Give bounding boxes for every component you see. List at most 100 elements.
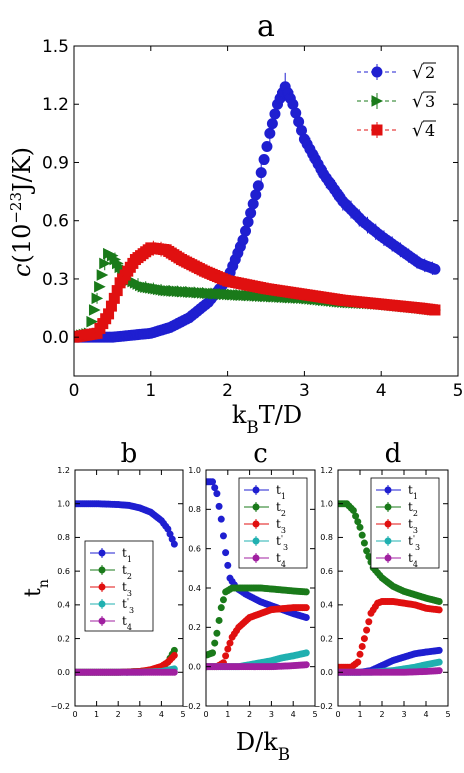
legend-box [84,540,154,632]
x-tick-label: 4 [376,381,387,401]
legend-label-text: 3 [425,92,435,111]
legend-label: t'3 [122,597,134,615]
legend-label: t4 [276,551,286,569]
data-point [170,540,178,548]
y-tick-label: 1.0 [57,500,70,509]
y-tick-label: 0.4 [57,601,70,610]
y-tick-label: −0.2 [314,702,333,711]
panel-title: c [253,439,268,469]
data-point [302,604,310,612]
y-tick-label: 1.5 [42,37,69,57]
legend-label: √ 4 [412,120,436,141]
plot-area [74,72,442,343]
data-point [215,616,223,624]
data-point [217,604,225,612]
panel-d: 0 1 2 3 4 5−0.20.00.20.40.60.81.01.2dt1t2t3t'… [314,439,451,719]
y-tick-label: 0.4 [320,601,333,610]
legend-marker [98,600,106,608]
y-axis-label-tn: tn [21,579,52,597]
series-t1 [75,500,178,548]
y-tick-label: 1.2 [57,466,70,475]
data-point [170,668,178,676]
x-tick-label: 5 [180,710,185,719]
y-tick-label: 0.9 [42,153,69,173]
series-t2 [206,584,310,659]
legend-label: t3 [276,517,286,535]
legend-marker [384,486,392,494]
x-axis-label-bottom: D/kB [236,728,290,764]
data-point [429,263,441,275]
legend-marker [252,554,260,562]
data-point [266,118,278,130]
plot-frame [337,469,449,707]
legend-label-root: √ [412,62,424,83]
legend-label-root: √ [412,91,424,112]
legend-label: t3 [122,580,132,598]
data-point [363,626,371,634]
x-tick-label: 3 [401,710,406,719]
x-tick-label: 2 [247,710,252,719]
data-point [237,234,249,246]
plot-area [75,500,178,676]
x-tick-label: 0 [335,710,340,719]
series-√3 [74,247,442,342]
legend-marker [98,566,106,574]
y-tick-label: 0.3 [42,270,69,290]
panel-title: a [257,9,275,44]
legend-marker [384,520,392,528]
x-tick-label: 3 [269,710,274,719]
panel-a: 0 1 2 3 4 50.00.30.60.91.21.5a√ 2√ 3√ 4 [42,9,463,401]
legend-marker [252,486,260,494]
plot-area [206,478,310,671]
data-point [363,547,371,555]
x-tick-label: 0 [69,381,80,401]
legend-label: t1 [276,483,286,501]
legend-marker [384,503,392,511]
data-point [261,140,273,152]
x-tick-label: 1 [357,710,362,719]
y-tick-label: 1.2 [42,95,69,115]
x-tick-label: 5 [453,381,464,401]
data-point [219,596,227,604]
legend-marker [371,95,384,107]
x-tick-label: 1 [145,381,156,401]
y-tick-label: 0.6 [320,567,333,576]
data-point [211,639,219,647]
y-tick-label: 0.6 [188,544,201,553]
data-point [435,658,443,666]
legend-marker [98,617,106,625]
legend-marker [98,583,106,591]
legend-box [238,477,308,569]
panel-title: b [121,439,138,469]
data-point [209,478,217,486]
y-tick-label: −0.2 [182,702,201,711]
data-point [358,642,366,650]
legend-label: t'3 [276,534,288,552]
y-tick-label: 0.4 [188,584,201,593]
data-point [349,506,357,514]
data-point [354,658,362,666]
data-point [302,588,310,596]
y-tick-label: 0.6 [57,567,70,576]
data-point [360,539,368,547]
data-point [86,315,99,328]
x-tick-label: 2 [379,710,384,719]
data-point [429,304,441,316]
y-tick-label: 0.8 [57,533,70,542]
legend-box [370,477,440,569]
series-t4 [338,667,443,676]
legend-label-text: 4 [425,121,435,140]
data-point [258,154,270,166]
data-point [365,618,373,626]
data-point [224,561,232,569]
legend-label: t1 [122,546,132,564]
data-point [240,225,252,237]
x-tick-label: 4 [423,710,428,719]
legend-label: √ 2 [412,62,436,83]
x-tick-label: 4 [159,710,164,719]
data-point [435,646,443,654]
data-point [302,661,310,669]
plot-frame [74,469,184,707]
data-point [94,280,106,293]
legend-label: t2 [408,500,418,518]
